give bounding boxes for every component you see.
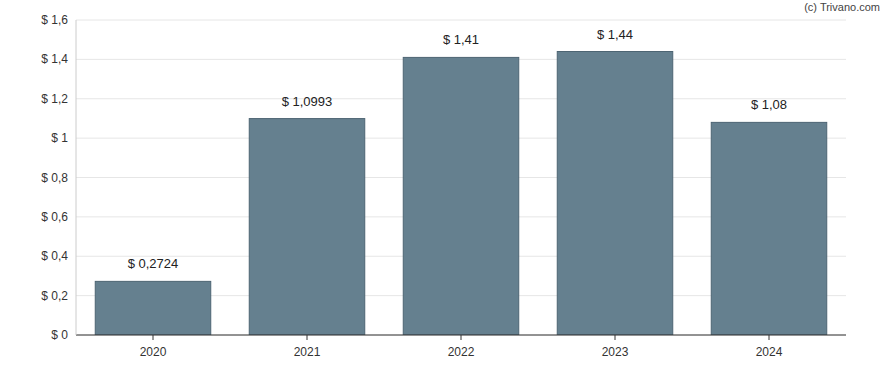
- y-tick-label: $ 0,2: [41, 289, 68, 303]
- bar: [557, 52, 673, 336]
- x-tick: [307, 335, 308, 340]
- grid-line: [76, 20, 846, 21]
- x-tick: [153, 335, 154, 340]
- bar: [95, 281, 211, 335]
- bar: [403, 57, 519, 335]
- x-tick: [461, 335, 462, 340]
- bar: [711, 122, 827, 335]
- x-tick-label: 2023: [602, 345, 629, 359]
- data-label: $ 1,0993: [282, 94, 333, 109]
- x-tick-label: 2020: [140, 345, 167, 359]
- chart-svg: $ 0 $ 0,2 $ 0,4 $ 0,6 $ 0,8 $ 1 $ 1,2 $ 1,4 $ 1,…: [0, 0, 888, 370]
- y-axis-line: [76, 20, 77, 335]
- y-tick-label: $ 0,6: [41, 210, 68, 224]
- data-label: $ 1,41: [443, 32, 479, 47]
- x-tick: [615, 335, 616, 340]
- data-label: $ 0,2724: [128, 256, 179, 271]
- x-tick-label: 2021: [294, 345, 321, 359]
- x-tick-label: 2024: [756, 345, 783, 359]
- y-tick-label: $ 1,4: [41, 52, 68, 66]
- y-tick-label: $ 0,8: [41, 171, 68, 185]
- y-tick-label: $ 0,4: [41, 249, 68, 263]
- chart-container: $ 0 $ 0,2 $ 0,4 $ 0,6 $ 0,8 $ 1 $ 1,2 $ 1,4 $ 1,…: [0, 0, 888, 370]
- y-tick-label: $ 0: [51, 328, 68, 342]
- grid: [76, 20, 846, 335]
- x-tick-label: 2022: [448, 345, 475, 359]
- y-tick-label: $ 1,2: [41, 92, 68, 106]
- y-tick-label: $ 1,6: [41, 13, 68, 27]
- x-tick: [769, 335, 770, 340]
- annotation: (c) Trivano.com: [804, 1, 880, 13]
- y-tick-label: $ 1: [51, 131, 68, 145]
- data-label: $ 1,08: [751, 97, 787, 112]
- bar: [249, 119, 365, 335]
- data-label: $ 1,44: [597, 27, 633, 42]
- bars: [95, 52, 827, 336]
